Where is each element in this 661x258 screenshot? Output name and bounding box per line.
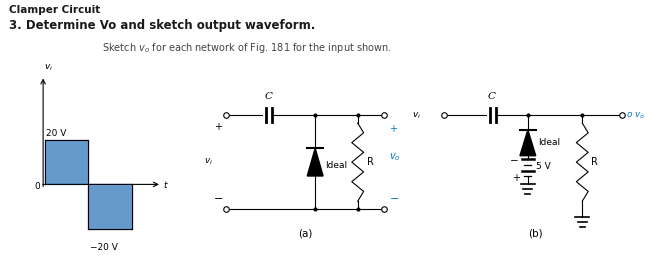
Polygon shape	[307, 148, 323, 176]
Text: Ideal: Ideal	[325, 161, 347, 170]
Text: R: R	[367, 157, 373, 167]
Text: Sketch $v_o$ for each network of Fig. 181 for the input shown.: Sketch $v_o$ for each network of Fig. 18…	[102, 41, 392, 55]
Text: R: R	[591, 157, 598, 167]
Text: +: +	[512, 173, 520, 183]
Text: C: C	[487, 92, 495, 101]
Text: Clamper Circuit: Clamper Circuit	[9, 5, 100, 15]
Text: +: +	[389, 124, 397, 134]
Text: (b): (b)	[528, 229, 543, 239]
Text: −: −	[510, 156, 518, 166]
Text: −: −	[389, 194, 399, 204]
Text: 3. Determine Vo and sketch output waveform.: 3. Determine Vo and sketch output wavefo…	[9, 19, 316, 32]
Polygon shape	[520, 130, 536, 156]
Text: $v_o$: $v_o$	[389, 151, 401, 163]
Text: +: +	[214, 122, 222, 132]
Text: (a): (a)	[298, 229, 313, 239]
Text: 20 V: 20 V	[46, 129, 67, 138]
Text: $v_i$: $v_i$	[204, 157, 213, 167]
Text: 0: 0	[34, 182, 40, 191]
Text: $v_i$: $v_i$	[412, 111, 421, 122]
Text: −20 V: −20 V	[90, 243, 118, 252]
Text: t: t	[164, 181, 167, 190]
Text: 5 V: 5 V	[536, 162, 551, 171]
Text: Ideal: Ideal	[538, 138, 560, 147]
Text: −: −	[214, 194, 223, 204]
Text: C: C	[264, 92, 273, 101]
Text: o $v_o$: o $v_o$	[626, 111, 645, 122]
Text: $v_i$: $v_i$	[44, 62, 53, 72]
